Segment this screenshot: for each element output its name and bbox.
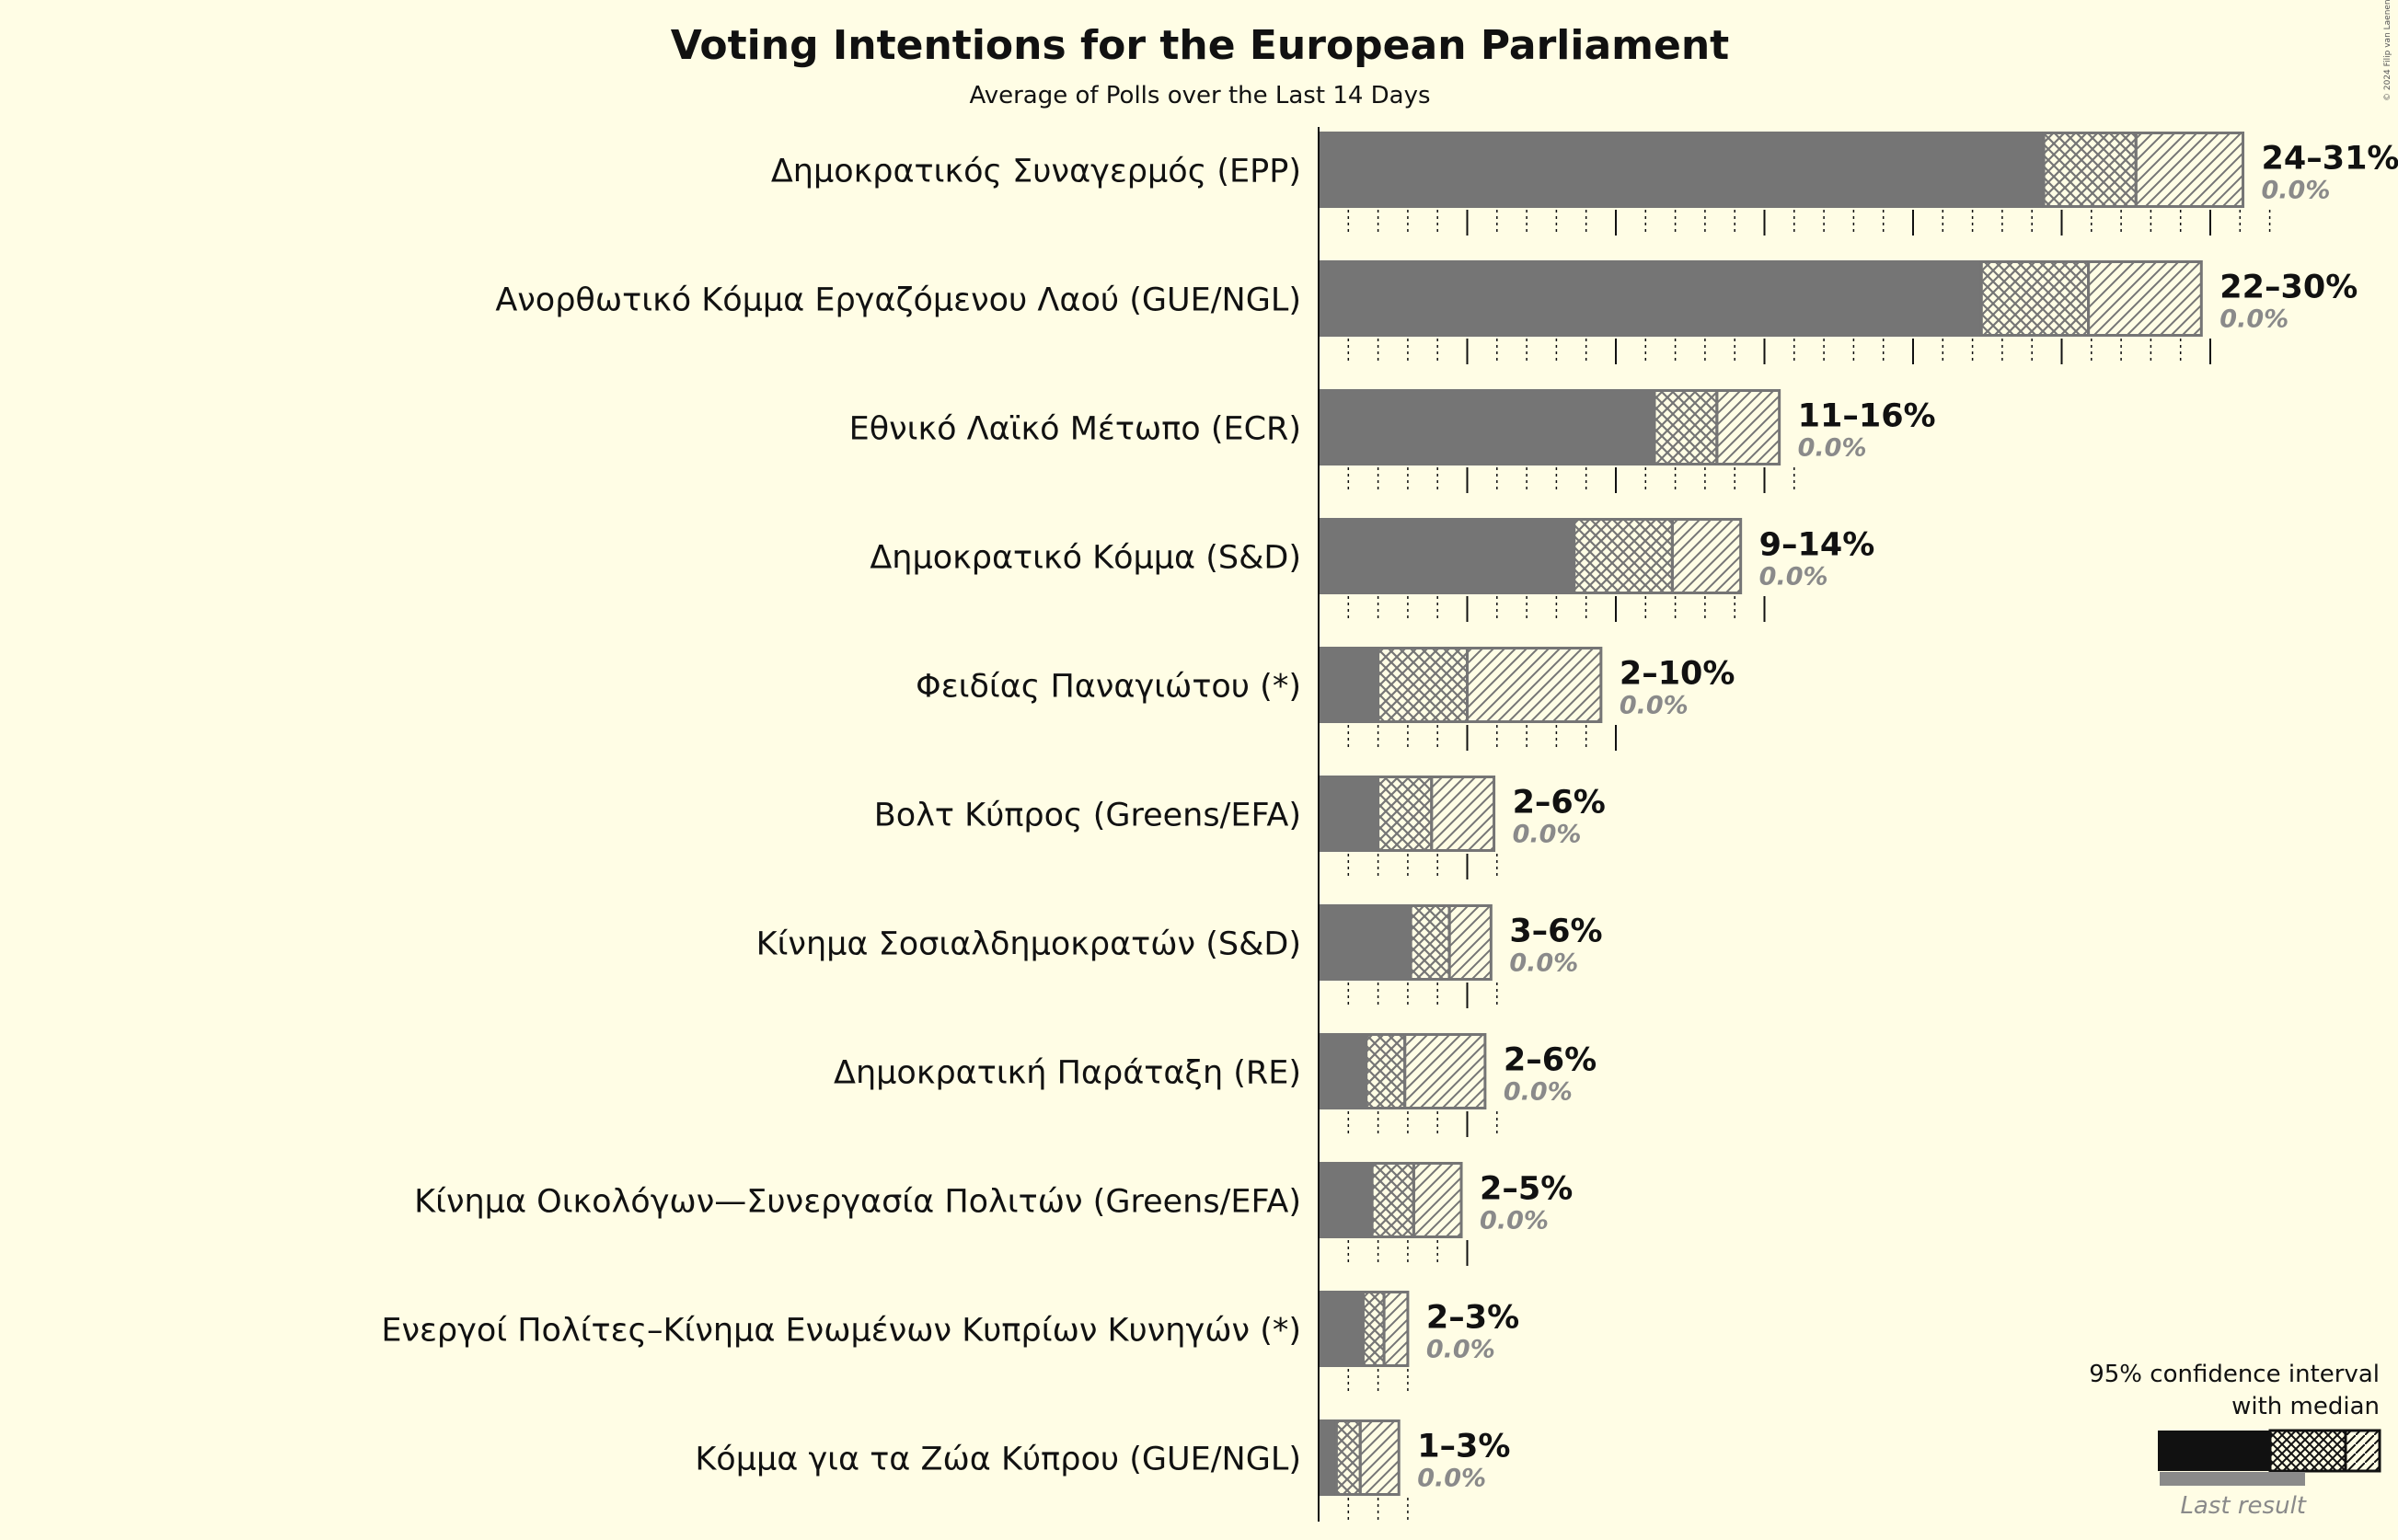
bar-solid bbox=[1319, 260, 1982, 337]
legend-solid-swatch bbox=[2158, 1431, 2270, 1471]
bar-solid bbox=[1319, 1291, 1364, 1367]
legend-diagonal-swatch bbox=[2344, 1429, 2381, 1473]
bar-solid bbox=[1319, 1419, 1337, 1496]
bar-crosshatch bbox=[1361, 1291, 1386, 1367]
bar-diagonal bbox=[1358, 1419, 1401, 1496]
bar-diagonal bbox=[1670, 518, 1743, 594]
party-label: Κόμμα για τα Ζώα Κύπρου (GUE/NGL) bbox=[695, 1442, 1301, 1478]
range-label: 1–3% bbox=[1417, 1429, 1510, 1465]
bar-crosshatch bbox=[2042, 132, 2138, 208]
party-label: Ανορθωτικό Κόμμα Εργαζόμενου Λαού (GUE/N… bbox=[495, 282, 1301, 319]
legend-title-line2: with median bbox=[2231, 1393, 2380, 1420]
party-row: Κίνημα Οικολόγων—Συνεργασία Πολιτών (Gre… bbox=[414, 1162, 1573, 1266]
last-result-label: 0.0% bbox=[1504, 1078, 1573, 1107]
range-label: 9–14% bbox=[1759, 527, 1875, 564]
bar-diagonal bbox=[1715, 389, 1781, 465]
bar-crosshatch bbox=[1377, 647, 1469, 723]
last-result-label: 0.0% bbox=[1798, 434, 1867, 463]
range-label: 24–31% bbox=[2262, 141, 2398, 178]
range-label: 2–5% bbox=[1480, 1171, 1573, 1208]
legend-last-result-label: Last result bbox=[2180, 1492, 2306, 1520]
bar-crosshatch bbox=[1334, 1419, 1362, 1496]
range-label: 11–16% bbox=[1798, 398, 1936, 435]
bar-crosshatch bbox=[1573, 518, 1674, 594]
last-result-label: 0.0% bbox=[1759, 563, 1828, 592]
bar-diagonal bbox=[1412, 1162, 1463, 1238]
bar-solid bbox=[1319, 647, 1378, 723]
party-row: Ανορθωτικό Κόμμα Εργαζόμενου Λαού (GUE/N… bbox=[495, 260, 2358, 364]
bar-crosshatch bbox=[1365, 1033, 1407, 1109]
bar-solid bbox=[1319, 518, 1574, 594]
party-row: Δημοκρατικό Κόμμα (S&D) 9–14%0.0% bbox=[870, 518, 1874, 622]
range-label: 22–30% bbox=[2219, 270, 2358, 306]
party-row: Δημοκρατική Παράταξη (RE) 2–6%0.0% bbox=[834, 1033, 1597, 1137]
party-label: Εθνικό Λαϊκό Μέτωπο (ECR) bbox=[849, 411, 1301, 448]
last-result-label: 0.0% bbox=[2262, 177, 2331, 205]
legend: 95% confidence interval with median Last… bbox=[2089, 1361, 2381, 1520]
range-label: 2–10% bbox=[1620, 656, 1735, 693]
party-row: Δημοκρατικός Συναγερμός (EPP) 24–31%0.0% bbox=[771, 132, 2398, 236]
chart-subtitle: Average of Polls over the Last 14 Days bbox=[969, 82, 1430, 109]
bar-crosshatch bbox=[1653, 389, 1719, 465]
party-label: Βολτ Κύπρος (Greens/EFA) bbox=[874, 798, 1301, 834]
party-label: Φειδίας Παναγιώτου (*) bbox=[916, 669, 1301, 706]
party-row: Ενεργοί Πολίτες–Κίνημα Ενωμένων Κυπρίων … bbox=[381, 1291, 1519, 1393]
bar-diagonal bbox=[1466, 647, 1603, 723]
range-label: 2–6% bbox=[1513, 785, 1606, 822]
party-row: Βολτ Κύπρος (Greens/EFA) 2–6%0.0% bbox=[874, 776, 1606, 879]
bar-solid bbox=[1319, 1162, 1373, 1238]
last-result-label: 0.0% bbox=[2219, 305, 2288, 334]
chart-title: Voting Intentions for the European Parli… bbox=[671, 22, 1729, 69]
last-result-label: 0.0% bbox=[1620, 692, 1689, 720]
party-row: Εθνικό Λαϊκό Μέτωπο (ECR) 11–16%0.0% bbox=[849, 389, 1936, 493]
bar-crosshatch bbox=[1979, 260, 2091, 337]
bar-diagonal bbox=[1430, 776, 1496, 852]
party-row: Κόμμα για τα Ζώα Κύπρου (GUE/NGL) 1–3%0.0… bbox=[695, 1419, 1510, 1522]
party-row: Κίνημα Σοσιαλδημοκρατών (S&D) 3–6%0.0% bbox=[756, 904, 1603, 1008]
legend-last-result-swatch bbox=[2160, 1472, 2305, 1486]
party-label: Δημοκρατική Παράταξη (RE) bbox=[834, 1055, 1301, 1092]
last-result-label: 0.0% bbox=[1426, 1336, 1495, 1364]
bar-solid bbox=[1319, 1033, 1366, 1109]
party-label: Κίνημα Οικολόγων—Συνεργασία Πολιτών (Gre… bbox=[414, 1184, 1301, 1221]
last-result-label: 0.0% bbox=[1480, 1207, 1549, 1235]
bar-solid bbox=[1319, 389, 1654, 465]
bar-diagonal bbox=[1447, 904, 1493, 981]
party-row: Φειδίας Παναγιώτου (*) 2–10%0.0% bbox=[916, 647, 1735, 751]
party-label: Ενεργοί Πολίτες–Κίνημα Ενωμένων Κυπρίων … bbox=[381, 1313, 1301, 1350]
bar-solid bbox=[1319, 132, 2045, 208]
last-result-label: 0.0% bbox=[1509, 949, 1578, 978]
legend-title-line1: 95% confidence interval bbox=[2089, 1361, 2380, 1388]
party-label: Κίνημα Σοσιαλδημοκρατών (S&D) bbox=[756, 926, 1301, 963]
bar-solid bbox=[1319, 776, 1378, 852]
range-label: 3–6% bbox=[1509, 914, 1602, 950]
bar-solid bbox=[1319, 904, 1412, 981]
bar-diagonal bbox=[1403, 1033, 1487, 1109]
bar-crosshatch bbox=[1409, 904, 1451, 981]
bar-crosshatch bbox=[1377, 776, 1434, 852]
last-result-label: 0.0% bbox=[1513, 821, 1582, 849]
copyright-note: © 2024 Filip van Laenen bbox=[2383, 0, 2392, 101]
bar-diagonal bbox=[2087, 260, 2203, 337]
range-label: 2–3% bbox=[1426, 1300, 1519, 1337]
bar-diagonal bbox=[1382, 1291, 1410, 1367]
party-label: Δημοκρατικός Συναγερμός (EPP) bbox=[771, 154, 1301, 190]
bar-crosshatch bbox=[1370, 1162, 1415, 1238]
party-label: Δημοκρατικό Κόμμα (S&D) bbox=[870, 540, 1301, 577]
legend-crosshatch-swatch bbox=[2268, 1429, 2347, 1473]
last-result-label: 0.0% bbox=[1417, 1465, 1486, 1493]
bar-diagonal bbox=[2134, 132, 2245, 208]
chart-rows: Δημοκρατικός Συναγερμός (EPP) 24–31%0.0%Α… bbox=[381, 132, 2398, 1522]
range-label: 2–6% bbox=[1504, 1042, 1597, 1079]
